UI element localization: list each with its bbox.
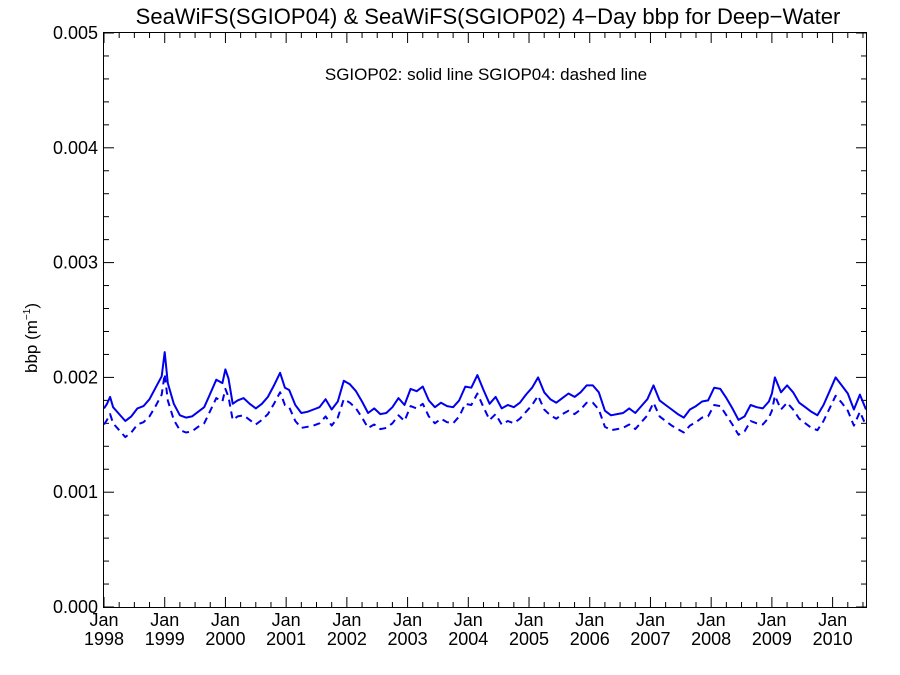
series-line-sgiop02: [103, 351, 867, 422]
x-tick-year-label: 2003: [388, 629, 428, 649]
x-tick-year-label: 2006: [570, 629, 610, 649]
x-tick-month-label: Jan: [150, 610, 179, 630]
x-tick-month-label: Jan: [454, 610, 483, 630]
y-axis-label-close: ): [22, 303, 41, 309]
chart-title: SeaWiFS(SGIOP04) & SeaWiFS(SGIOP02) 4−Da…: [136, 4, 841, 29]
x-tick-year-label: 2010: [813, 629, 853, 649]
data-series: [103, 351, 867, 439]
x-tick-month-label: Jan: [515, 610, 544, 630]
y-axis-label-exponent: −1: [22, 308, 33, 320]
y-tick-label: 0.004: [53, 138, 98, 158]
x-tick-month-label: Jan: [818, 610, 847, 630]
x-tick-year-label: 2004: [448, 629, 488, 649]
y-tick-label: 0.000: [53, 597, 98, 617]
x-tick-year-label: 2002: [327, 629, 367, 649]
x-tick-month-label: Jan: [211, 610, 240, 630]
x-tick-year-label: 2009: [752, 629, 792, 649]
x-tick-year-label: 2000: [205, 629, 245, 649]
x-tick-year-label: 2008: [691, 629, 731, 649]
x-tick-month-label: Jan: [757, 610, 786, 630]
x-tick-month-label: Jan: [393, 610, 422, 630]
x-tick-month-label: Jan: [636, 610, 665, 630]
x-tick-month-label: Jan: [332, 610, 361, 630]
x-tick-month-label: Jan: [272, 610, 301, 630]
y-axis-label: bbp (m−1): [22, 303, 41, 373]
line-style-annotation: SGIOP02: solid line SGIOP04: dashed line: [325, 65, 647, 84]
y-tick-label: 0.001: [53, 482, 98, 502]
y-tick-label: 0.003: [53, 253, 98, 273]
x-tick-year-label: 2005: [509, 629, 549, 649]
plot-frame: [103, 32, 867, 608]
x-tick-month-label: Jan: [89, 610, 118, 630]
y-tick-label: 0.002: [53, 367, 98, 387]
x-tick-month-label: Jan: [697, 610, 726, 630]
series-line-sgiop04: [103, 373, 867, 439]
y-axis-label-text: bbp (m: [22, 320, 41, 373]
x-tick-year-label: 2007: [630, 629, 670, 649]
x-tick-year-label: 1999: [145, 629, 185, 649]
axis-ticks: 0.0000.0010.0020.0030.0040.005Jan1998Jan…: [53, 23, 866, 649]
x-tick-year-label: 1998: [84, 629, 124, 649]
x-tick-month-label: Jan: [575, 610, 604, 630]
x-tick-year-label: 2001: [266, 629, 306, 649]
y-tick-label: 0.005: [53, 23, 98, 43]
